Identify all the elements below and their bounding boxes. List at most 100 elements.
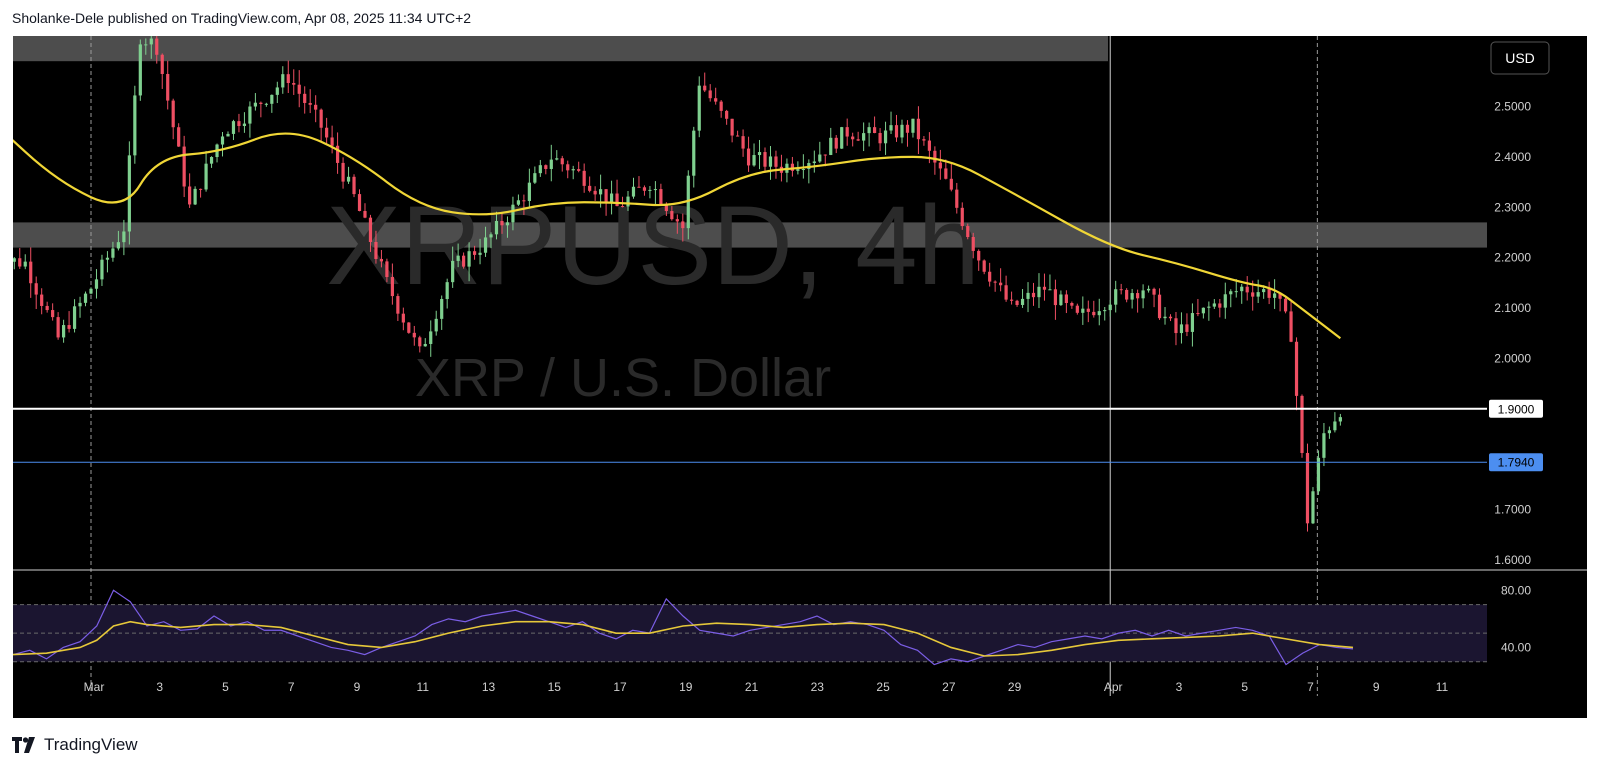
candle-body	[177, 127, 181, 147]
candle-body	[790, 163, 794, 171]
candle-body	[368, 217, 373, 242]
candle-body	[615, 193, 619, 207]
candle-body	[1168, 316, 1173, 319]
candle-body	[1289, 311, 1293, 342]
candle-body	[955, 189, 959, 208]
candle-body	[1163, 316, 1167, 319]
candle-body	[434, 318, 438, 332]
candle-body	[445, 282, 449, 300]
candle-body	[193, 188, 197, 205]
candle-body	[1037, 286, 1041, 298]
candle-body	[889, 125, 893, 131]
candle-body	[67, 325, 71, 329]
candle-body	[34, 283, 38, 295]
candle-body	[938, 162, 942, 169]
x-tick-label: 15	[548, 680, 562, 694]
candle-body	[856, 139, 860, 141]
candle-body	[220, 136, 225, 145]
candle-body	[149, 38, 153, 45]
resistance-zones	[13, 36, 1487, 248]
candle-body	[1212, 303, 1216, 307]
tradingview-logo-icon	[12, 737, 35, 753]
candle-body	[1048, 289, 1052, 291]
candle-body	[1229, 291, 1233, 295]
candle-body	[653, 189, 658, 191]
candle-body	[1026, 292, 1030, 299]
x-tick-label: 11	[1436, 680, 1449, 694]
candle-body	[922, 139, 926, 141]
candle-body	[757, 152, 762, 156]
candle-body	[620, 206, 625, 208]
chart-area[interactable]: XRPUSD, 4h XRP / U.S. Dollar 1.9000 1.794…	[13, 36, 1587, 718]
candle-body	[511, 204, 515, 223]
y-tick-label: 1.6000	[1494, 553, 1531, 567]
candle-body	[1240, 286, 1244, 292]
candle-body	[1338, 417, 1342, 422]
candle-body	[237, 121, 241, 127]
candle-body	[599, 189, 603, 195]
candle-body	[774, 156, 778, 167]
candle-body	[796, 169, 800, 171]
candle-body	[692, 130, 696, 176]
ma-path	[13, 132, 1342, 340]
candle-body	[1174, 318, 1178, 334]
candle-body	[144, 44, 148, 46]
candle-body	[264, 103, 268, 105]
candle-body	[664, 204, 668, 212]
tradingview-brand: TradingView	[44, 735, 138, 754]
candle-body	[1267, 289, 1271, 298]
x-tick-label: 27	[942, 680, 956, 694]
candle-body	[423, 343, 427, 347]
candle-body	[522, 200, 526, 202]
candle-body	[462, 255, 466, 267]
candle-body	[1327, 430, 1332, 434]
candle-body	[818, 154, 822, 162]
candle-body	[352, 176, 356, 195]
candle-body	[840, 127, 844, 149]
candle-body	[1020, 298, 1025, 305]
candle-body	[1283, 298, 1288, 312]
candle-body	[122, 231, 126, 243]
candle-body	[259, 102, 263, 104]
x-tick-label: Mar	[84, 680, 105, 694]
candle-body	[341, 162, 345, 182]
candle-body	[160, 54, 164, 74]
candle-body	[725, 110, 729, 119]
candle-body	[45, 305, 49, 311]
candle-body	[867, 127, 871, 134]
candle-body	[188, 186, 192, 205]
candle-body	[719, 101, 723, 111]
time-axis[interactable]: Mar 3 5 7 9 11 13 15 17 19 21 23 25 27 29 Apr 3 5 7 9 11	[84, 680, 1449, 694]
candle-body	[1097, 311, 1101, 316]
candle-body	[72, 306, 77, 329]
candle-body	[1234, 291, 1238, 293]
candle-body	[505, 222, 510, 226]
resistance-zone	[13, 222, 1487, 248]
price-chart[interactable]: XRPUSD, 4h XRP / U.S. Dollar 1.9000 1.794…	[13, 36, 1587, 718]
candle-body	[472, 251, 477, 255]
x-tick-label: 17	[613, 680, 627, 694]
candle-body	[1152, 288, 1156, 295]
candle-body	[1053, 289, 1058, 306]
candle-body	[314, 104, 318, 110]
candle-body	[456, 255, 460, 261]
candle-body	[927, 140, 931, 151]
candle-body	[1305, 452, 1310, 524]
candle-body	[1294, 341, 1299, 396]
candle-body	[1119, 289, 1123, 291]
candle-body	[681, 221, 685, 229]
price-axis[interactable]: 1.9000 1.7940 2.5000 2.4000 2.3000 2.2000 2.10…	[13, 100, 1587, 655]
currency-button[interactable]: USD	[1490, 41, 1550, 75]
horizontal-lines	[13, 407, 1487, 463]
candle-body	[429, 331, 433, 344]
candle-body	[626, 196, 630, 207]
candle-body	[1185, 324, 1189, 332]
candle-body	[971, 237, 975, 251]
candle-body	[357, 194, 362, 211]
candle-body	[812, 161, 816, 164]
rsi-tick-label: 80.00	[1501, 583, 1531, 597]
candle-body	[1201, 307, 1205, 314]
candle-body	[374, 241, 378, 260]
x-tick-label: 3	[1176, 680, 1183, 694]
candle-body	[29, 261, 33, 284]
